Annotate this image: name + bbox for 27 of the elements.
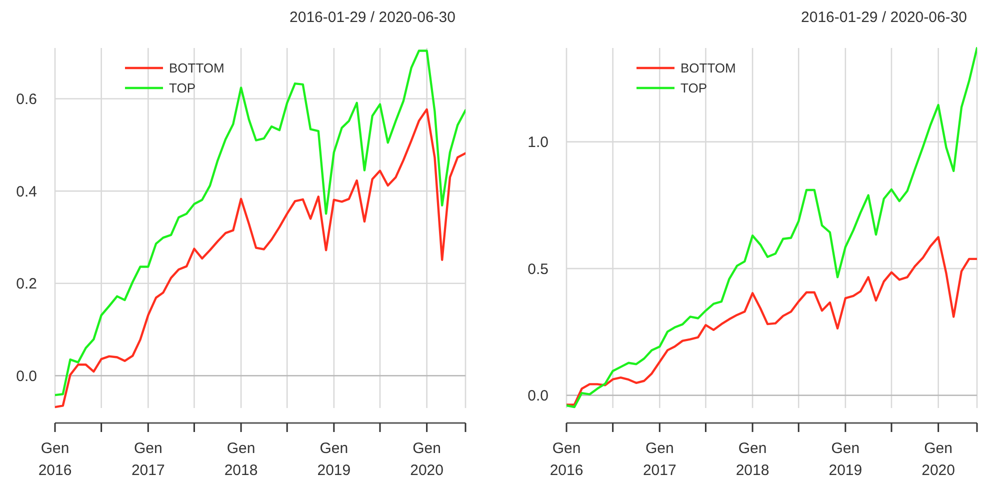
x-tick-label: Gen 2019 bbox=[317, 440, 351, 479]
x-tick-label: Gen 2020 bbox=[410, 440, 444, 479]
y-tick-label: 0.6 bbox=[16, 91, 37, 108]
y-tick-label: 0.4 bbox=[16, 183, 37, 200]
x-tick-label: Gen 2016 bbox=[550, 440, 584, 479]
y-tick-label: 1.0 bbox=[528, 134, 548, 152]
line-series bbox=[55, 50, 466, 396]
line-series bbox=[566, 46, 977, 408]
y-tick-label: 0.0 bbox=[16, 368, 37, 385]
x-tick-label: Gen 2018 bbox=[736, 440, 770, 479]
x-tick-label: Gen 2019 bbox=[828, 440, 862, 479]
x-tick-label: Gen 2020 bbox=[922, 440, 956, 479]
chart-title: 2016-01-29 / 2020-06-30 bbox=[801, 9, 967, 26]
line-series bbox=[55, 108, 466, 408]
x-tick-label: Gen 2017 bbox=[131, 440, 165, 479]
y-tick-label: 0.2 bbox=[16, 276, 37, 293]
x-tick-label: Gen 2017 bbox=[642, 440, 676, 479]
chart-title: 2016-01-29 / 2020-06-30 bbox=[290, 9, 456, 26]
legend-label: TOP bbox=[680, 80, 707, 96]
line-series bbox=[566, 236, 977, 406]
x-tick-label: Gen 2016 bbox=[38, 440, 72, 479]
x-tick-label: Gen 2018 bbox=[224, 440, 258, 479]
legend-label: BOTTOM bbox=[169, 60, 224, 76]
legend-label: BOTTOM bbox=[680, 60, 736, 76]
legend-label: TOP bbox=[169, 80, 196, 96]
y-tick-label: 0.0 bbox=[528, 388, 548, 405]
y-tick-label: 0.5 bbox=[528, 260, 548, 278]
